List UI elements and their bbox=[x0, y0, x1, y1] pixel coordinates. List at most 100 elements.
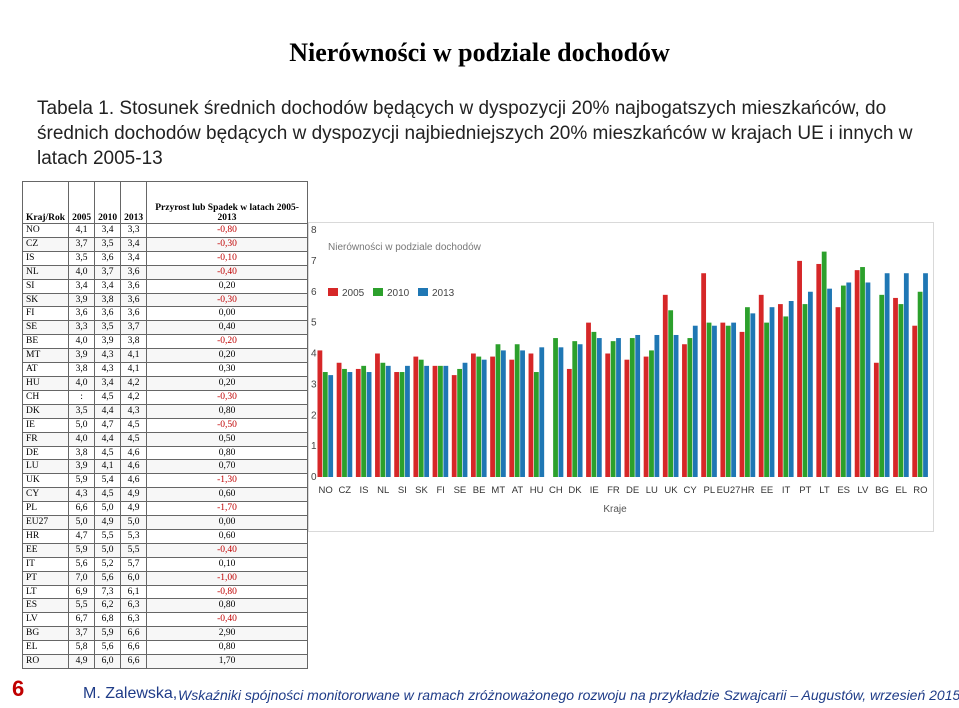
table-cell-value: 5,8 bbox=[68, 640, 96, 656]
table-cell-value: 0,20 bbox=[146, 375, 308, 391]
table-cell-value: 0,80 bbox=[146, 403, 308, 419]
bar-2005-LV bbox=[854, 270, 860, 477]
table-cell-value: 3,7 bbox=[68, 236, 96, 252]
table-row: RO 4,9 6,0 6,6 1,70 bbox=[21, 654, 308, 669]
bar-2010-BG bbox=[879, 294, 885, 477]
table-cell-value: 4,3 bbox=[120, 403, 148, 419]
table-cell-value: 1,70 bbox=[146, 654, 308, 669]
bar-2013-SK bbox=[424, 365, 430, 477]
table-cell-value: 4,3 bbox=[94, 348, 122, 364]
table-cell-country: HU bbox=[21, 375, 70, 391]
page-number: 6 bbox=[12, 676, 25, 701]
table-cell-value: 3,4 bbox=[94, 278, 122, 294]
table-cell-value: 0,00 bbox=[146, 515, 308, 530]
table-row: LV 6,7 6,8 6,3 -0,40 bbox=[21, 612, 308, 628]
table-row: EL 5,8 5,6 6,6 0,80 bbox=[21, 640, 308, 656]
table-cell-value: 3,4 bbox=[120, 250, 148, 266]
bar-2013-EE bbox=[769, 307, 775, 477]
bar-2010-FI bbox=[438, 365, 443, 477]
table-cell-value: 3,6 bbox=[120, 264, 148, 280]
table-cell-value: 4,6 bbox=[120, 445, 148, 461]
table-row: FI 3,6 3,6 3,6 0,00 bbox=[21, 306, 308, 322]
table-cell-value: 5,0 bbox=[94, 501, 122, 517]
x-tick-label: CY bbox=[684, 485, 698, 496]
table-row: NO 4,1 3,4 3,3 -0,80 bbox=[21, 223, 308, 238]
table-cell-value: 3,7 bbox=[94, 264, 122, 280]
table-cell-value: 3,9 bbox=[68, 292, 96, 308]
y-tick-label: 5 bbox=[311, 318, 317, 329]
bar-2013-FR bbox=[616, 338, 621, 477]
x-tick-label: EE bbox=[761, 485, 774, 496]
table-cell-value: 0,40 bbox=[146, 320, 308, 336]
table-cell-value: 4,0 bbox=[68, 334, 96, 350]
table-cell-value: 4,7 bbox=[94, 417, 122, 433]
bar-2013-EL bbox=[903, 273, 909, 477]
x-tick-label: LT bbox=[819, 485, 830, 496]
bar-2005-CZ bbox=[336, 362, 342, 477]
table-cell-value: 3,3 bbox=[120, 223, 148, 238]
bar-2005-MT bbox=[490, 356, 495, 477]
legend-label: 2005 bbox=[342, 288, 365, 299]
bar-2010-NL bbox=[380, 362, 386, 477]
table-row: IE 5,0 4,7 4,5 -0,50 bbox=[21, 417, 308, 433]
bar-2005-EL bbox=[893, 297, 898, 477]
table-cell-value: -0,40 bbox=[146, 264, 308, 280]
table-cell-value: 3,5 bbox=[68, 250, 96, 266]
y-tick-label: 7 bbox=[311, 256, 317, 267]
table-cell-country: UK bbox=[21, 473, 70, 489]
table-cell-value: -0,40 bbox=[146, 612, 308, 628]
table-cell-value: 3,8 bbox=[68, 445, 96, 461]
table-row: DE 3,8 4,5 4,6 0,80 bbox=[21, 445, 308, 461]
x-tick-label: HR bbox=[741, 485, 755, 496]
table-row: FR 4,0 4,4 4,5 0,50 bbox=[21, 431, 308, 447]
bar-2010-EE bbox=[764, 322, 770, 478]
table-header-row: Kraj/Rok 2005 2010 2013 Przyrost lub Spadek … bbox=[21, 181, 308, 224]
bar-2013-NL bbox=[385, 365, 391, 477]
table-header-cell: Przyrost lub Spadek w latach 2005-2013 bbox=[146, 181, 308, 224]
table-cell-value: 3,8 bbox=[120, 334, 148, 350]
table-row: PL 6,6 5,0 4,9 -1,70 bbox=[21, 501, 308, 517]
bar-2013-UK bbox=[673, 334, 679, 477]
table-cell-country: NL bbox=[21, 264, 70, 280]
bar-2010-NO bbox=[322, 372, 328, 477]
table-cell-value: 0,80 bbox=[146, 640, 308, 656]
bar-2010-PT bbox=[802, 304, 808, 477]
table-cell-value: 6,8 bbox=[94, 612, 122, 628]
table-cell-country: SE bbox=[21, 320, 70, 336]
table-row: LT 6,9 7,3 6,1 -0,80 bbox=[21, 584, 308, 600]
table-cell-value: 4,6 bbox=[120, 459, 148, 475]
table-cell-value: 3,6 bbox=[120, 278, 148, 294]
table-cell-value: 3,8 bbox=[68, 362, 96, 377]
table-cell-value: -1,30 bbox=[146, 473, 308, 489]
table-cell-country: FI bbox=[21, 306, 70, 322]
table-cell-country: BG bbox=[21, 626, 70, 642]
x-axis-label: Kraje bbox=[603, 504, 627, 515]
table-cell-country: EU27 bbox=[21, 515, 70, 530]
bar-2010-HU bbox=[533, 372, 539, 477]
legend-label: 2013 bbox=[432, 288, 455, 299]
bar-2013-RO bbox=[923, 273, 928, 477]
x-tick-label: FI bbox=[436, 485, 444, 496]
table-cell-value: 4,1 bbox=[120, 362, 148, 377]
table-cell-value: 3,6 bbox=[120, 292, 148, 308]
bar-2013-AT bbox=[520, 350, 525, 477]
table-cell-value: 6,3 bbox=[120, 598, 148, 614]
bar-2010-DE bbox=[629, 338, 635, 477]
bar-2005-IS bbox=[355, 368, 361, 477]
table-cell-value: 3,6 bbox=[94, 250, 122, 266]
y-tick-label: 8 bbox=[311, 225, 317, 236]
table-cell-value: 0,00 bbox=[146, 306, 308, 322]
x-tick-label: BE bbox=[473, 485, 486, 496]
bar-2005-DK bbox=[566, 368, 572, 477]
bar-2013-HU bbox=[539, 347, 545, 477]
table-cell-country: PL bbox=[21, 501, 70, 517]
x-tick-label: IS bbox=[359, 485, 368, 496]
bar-2013-LU bbox=[654, 334, 660, 477]
table-cell-value: 6,6 bbox=[120, 640, 148, 656]
bar-2010-LU bbox=[649, 350, 654, 477]
table-cell-value: 5,7 bbox=[120, 556, 148, 572]
table-cell-value: 5,0 bbox=[120, 515, 148, 530]
table-cell-country: DK bbox=[21, 403, 70, 419]
bar-2010-EL bbox=[898, 304, 904, 477]
table-cell-value: 3,9 bbox=[68, 459, 96, 475]
